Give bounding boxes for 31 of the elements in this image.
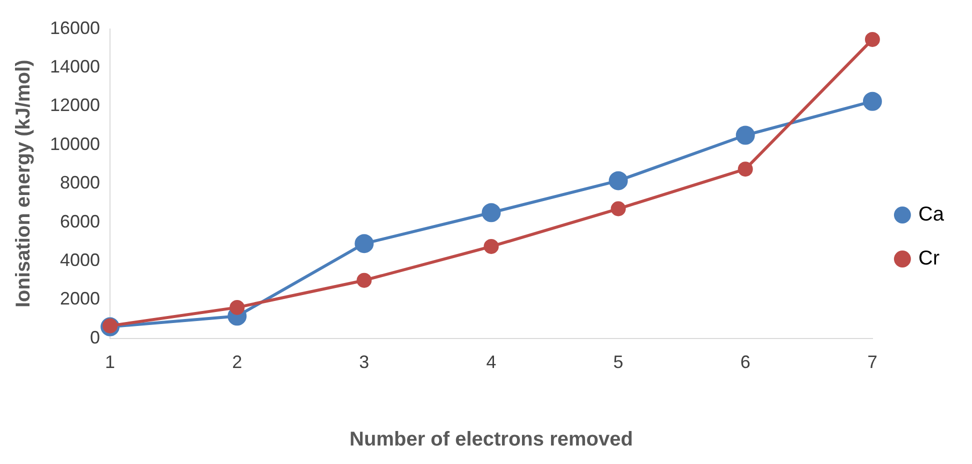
legend-label: Ca bbox=[918, 204, 945, 226]
point bbox=[354, 234, 374, 254]
y-tick-label: 10000 bbox=[50, 134, 100, 154]
y-axis-title: Ionisation energy (kJ/mol) bbox=[12, 60, 35, 308]
point bbox=[736, 126, 755, 145]
point bbox=[484, 238, 499, 254]
point bbox=[230, 300, 245, 315]
point bbox=[610, 201, 626, 216]
x-tick-label: 1 bbox=[105, 352, 116, 372]
legend-label: Cr bbox=[918, 248, 940, 270]
y-tick-label: 0 bbox=[90, 327, 100, 348]
point bbox=[864, 32, 880, 47]
x-tick-label: 4 bbox=[486, 352, 496, 372]
point bbox=[356, 272, 372, 288]
x-tick-label: 7 bbox=[867, 352, 878, 372]
x-axis-title: Number of electrons removed bbox=[350, 428, 633, 451]
y-tick-label: 8000 bbox=[60, 172, 100, 193]
y-tick-label: 12000 bbox=[50, 95, 100, 116]
y-tick-label: 16000 bbox=[50, 18, 100, 38]
point bbox=[862, 92, 882, 111]
y-tick-label: 4000 bbox=[60, 250, 100, 270]
point bbox=[738, 162, 753, 177]
x-tick-label: 3 bbox=[359, 352, 370, 372]
x-tick-label: 5 bbox=[613, 352, 624, 372]
point bbox=[482, 203, 501, 222]
x-tick-label: 6 bbox=[740, 352, 750, 372]
y-tick-label: 14000 bbox=[50, 56, 100, 76]
y-tick-label: 6000 bbox=[60, 211, 100, 232]
point bbox=[608, 171, 628, 190]
y-tick-label: 2000 bbox=[60, 288, 100, 309]
x-tick-label: 2 bbox=[232, 352, 242, 372]
